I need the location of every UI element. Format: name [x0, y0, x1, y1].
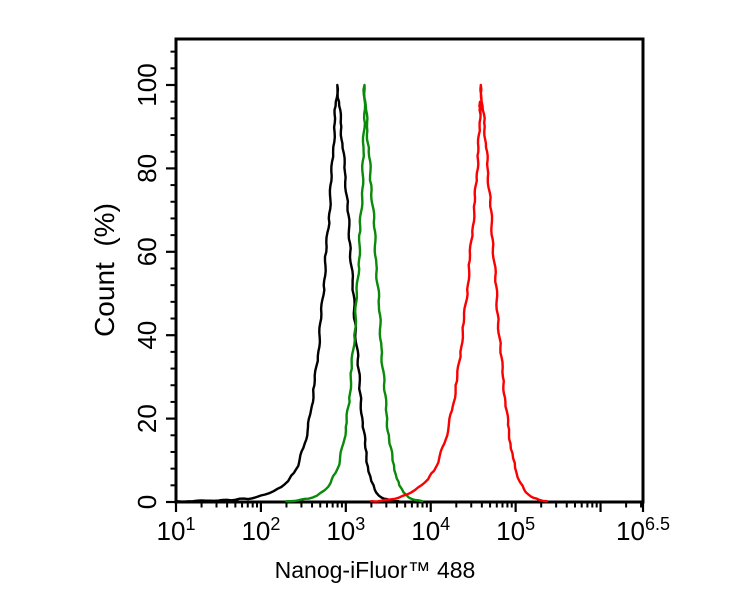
- x-tick-label: 106.5: [616, 514, 670, 546]
- x-axis-title: Nanog-iFluor™ 488: [275, 557, 476, 583]
- histogram-red-curve: [370, 83, 549, 503]
- x-tick-label: 102: [241, 514, 280, 546]
- x-tick-label: 104: [411, 514, 450, 546]
- axes: 101 102 103 104 105 106.5 0 20 40 60 80 100: [132, 37, 670, 546]
- y-tick-label: 0: [132, 495, 162, 509]
- y-tick-label: 40: [132, 321, 162, 350]
- histogram-black-curve: [174, 83, 400, 503]
- histogram-green-curve: [285, 83, 424, 503]
- y-tick-label: 20: [132, 404, 162, 433]
- plot-frame: [174, 37, 645, 504]
- histogram-curves: [174, 83, 549, 503]
- x-tick-label: 101: [157, 514, 196, 546]
- y-axis-title: Count (%): [89, 203, 120, 337]
- y-tick-label: 80: [132, 154, 162, 183]
- x-tick-label: 103: [326, 514, 365, 546]
- y-tick-label: 100: [132, 63, 162, 106]
- x-tick-label: 105: [496, 514, 535, 546]
- y-tick-label: 60: [132, 237, 162, 266]
